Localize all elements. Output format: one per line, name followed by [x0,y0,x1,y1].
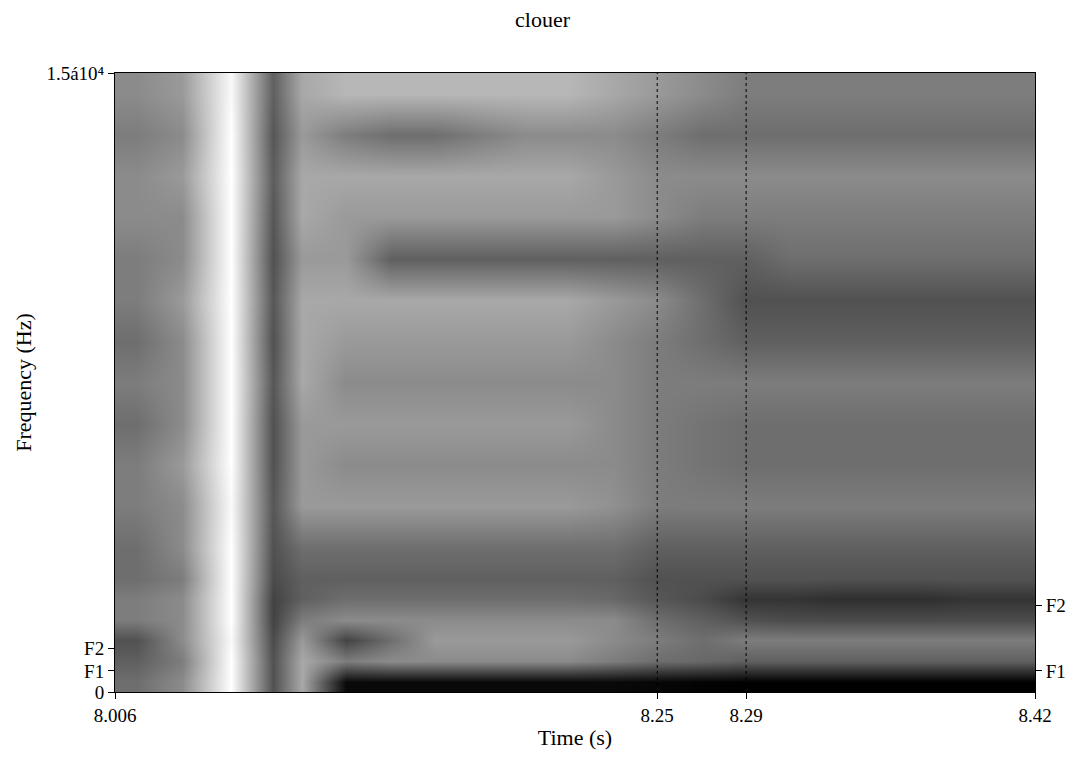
svg-text:Time (s): Time (s) [538,725,612,750]
svg-text:F2: F2 [1046,595,1066,616]
svg-text:0: 0 [95,682,105,703]
svg-text:Frequency (Hz): Frequency (Hz) [11,313,36,452]
svg-text:1.5á10⁴: 1.5á10⁴ [46,63,104,84]
svg-text:clouer: clouer [515,7,571,32]
svg-text:8.006: 8.006 [94,705,137,726]
svg-text:8.42: 8.42 [1018,705,1051,726]
svg-text:F2: F2 [84,638,104,659]
svg-text:8.29: 8.29 [729,705,762,726]
svg-text:8.25: 8.25 [641,705,674,726]
svg-text:F1: F1 [1046,661,1066,682]
svg-text:F1: F1 [84,661,104,682]
